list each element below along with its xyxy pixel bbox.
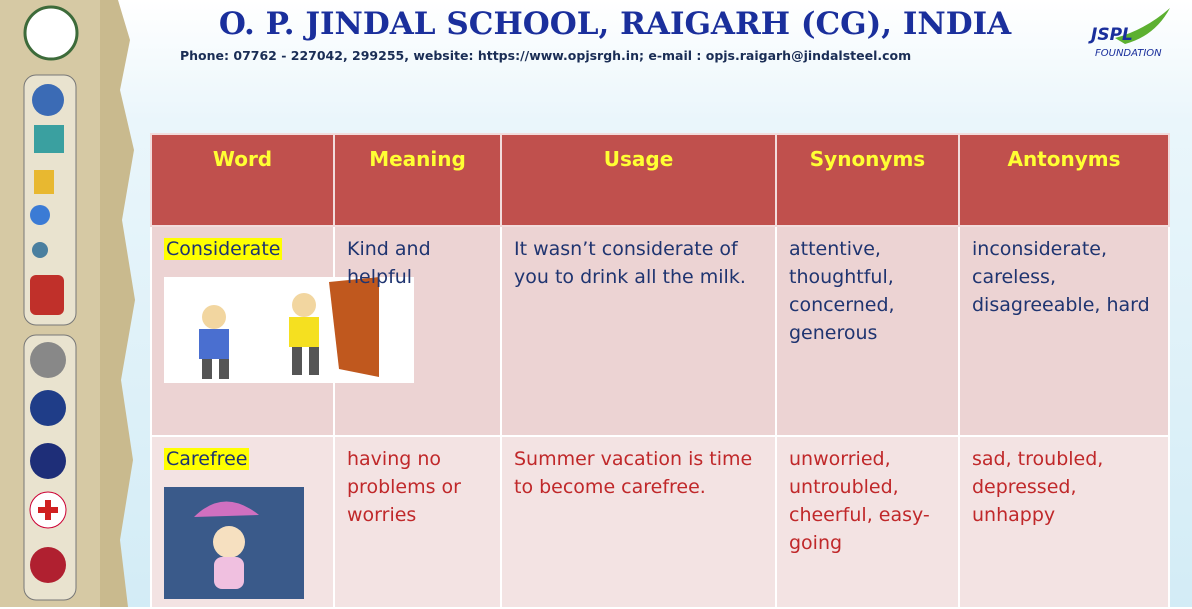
header-cell: Usage: [500, 133, 777, 227]
logo-name: JSPL: [1091, 25, 1133, 45]
highlighted-word: Considerate: [164, 238, 283, 260]
table-cell: sad, troubled, depressed, unhappy: [958, 435, 1170, 609]
table-cell: attentive, thoughtful, concerned, genero…: [775, 225, 960, 437]
illustration: [164, 277, 414, 383]
table-cell: unworried, untroubled, cheerful, easy-go…: [775, 435, 960, 609]
table-row: Carefree having no problems or worries Sum…: [150, 435, 1170, 609]
table-row: Considerate Kind and helpful It wasn’t con…: [150, 225, 1170, 437]
table-cell: having no problems or worries: [333, 435, 502, 609]
vocab-table: Word Meaning Usage Synonyms Antonyms Conside…: [150, 133, 1170, 609]
contact-line: Phone: 07762 - 227042, 299255, website: …: [180, 48, 912, 63]
table-cell: Carefree: [150, 435, 335, 609]
table-cell: Kind and helpful: [333, 225, 502, 437]
illustration: [164, 487, 304, 599]
header-cell: Meaning: [333, 133, 502, 227]
logo-swoosh: [1115, 8, 1170, 44]
side-strip: [0, 0, 135, 607]
header-cell: Antonyms: [958, 133, 1170, 227]
header-cell: Word: [150, 133, 335, 227]
header-cell: Synonyms: [775, 133, 960, 227]
table-cell: Considerate: [150, 225, 414, 437]
table-cell: inconsiderate, careless, disagreeable, h…: [958, 225, 1170, 437]
logo-subtitle: FOUNDATION: [1095, 48, 1162, 59]
table-cell: Summer vacation is time to become carefr…: [500, 435, 777, 609]
header-row: Word Meaning Usage Synonyms Antonyms: [150, 133, 1170, 227]
school-title: O. P. JINDAL SCHOOL, RAIGARH (CG), INDIA: [218, 6, 1012, 42]
table-cell: It wasn’t considerate of you to drink al…: [500, 225, 777, 437]
highlighted-word: Carefree: [164, 448, 250, 470]
jspl-logo: JSPL FOUNDATION: [1085, 8, 1185, 68]
